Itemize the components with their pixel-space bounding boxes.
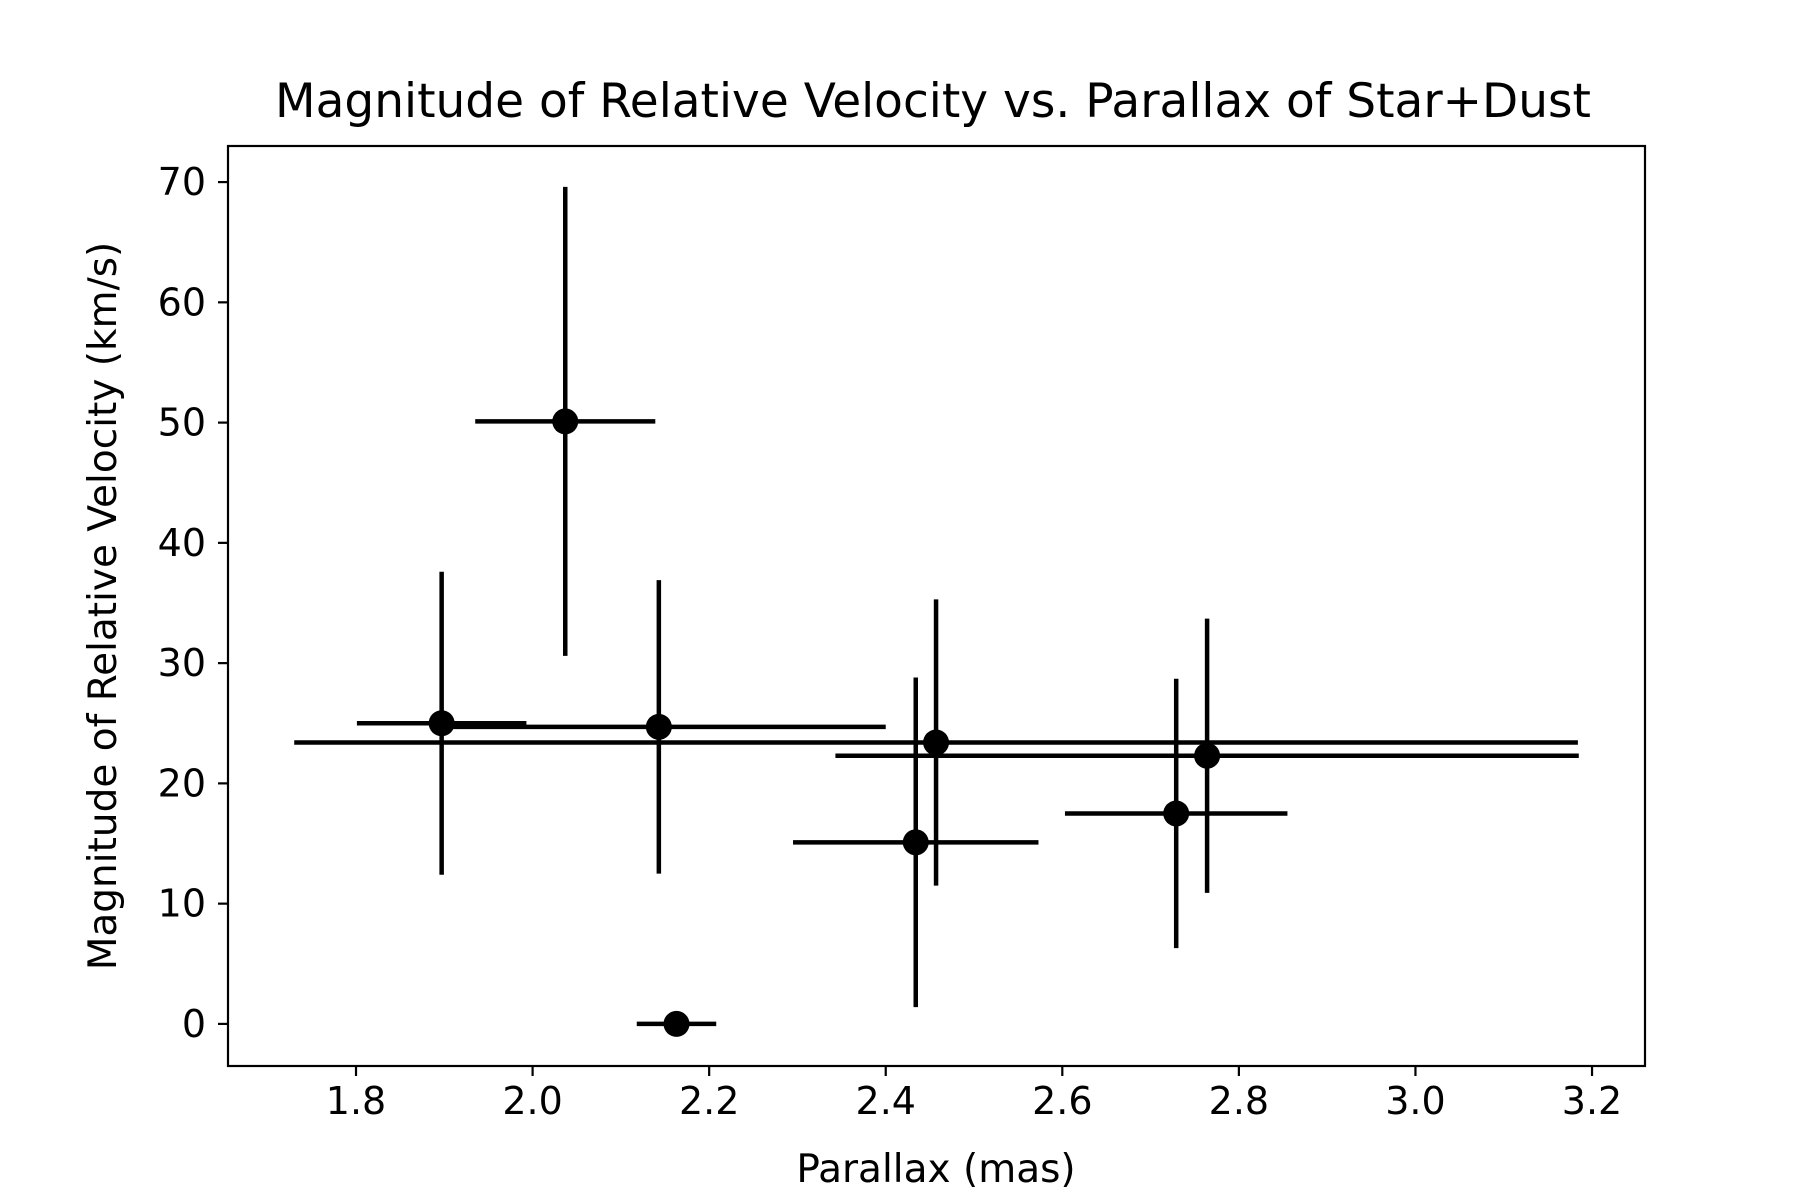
- y-tick-label: 0: [182, 1002, 206, 1046]
- x-tick-label: 2.6: [1032, 1079, 1092, 1123]
- error-bars: [294, 186, 1579, 1027]
- y-tick-label: 60: [158, 280, 206, 324]
- x-axis-ticks: 1.8 2.0 2.2 2.4 2.6 2.8 3.0 3.2: [326, 1066, 1622, 1123]
- x-axis-label: Parallax (mas): [796, 1147, 1075, 1192]
- x-tick-label: 1.8: [326, 1079, 386, 1123]
- y-tick-label: 70: [158, 160, 206, 204]
- y-axis-ticks: 0 10 20 30 40 50 60 70: [158, 160, 228, 1046]
- data-point: [923, 729, 950, 756]
- data-points: [428, 408, 1221, 1037]
- y-tick-label: 40: [158, 521, 206, 565]
- x-tick-label: 2.8: [1209, 1079, 1269, 1123]
- x-tick-label: 3.0: [1385, 1079, 1445, 1123]
- x-tick-label: 2.0: [502, 1079, 562, 1123]
- data-point: [428, 710, 455, 737]
- y-tick-label: 20: [158, 761, 206, 805]
- plot-frame: [226, 144, 1647, 1068]
- x-tick-label: 2.4: [856, 1079, 916, 1123]
- y-tick-label: 10: [158, 882, 206, 926]
- data-point: [663, 1010, 690, 1037]
- y-tick-label: 30: [158, 641, 206, 685]
- chart-title: Magnitude of Relative Velocity vs. Paral…: [275, 74, 1591, 129]
- y-axis-label: Magnitude of Relative Velocity (km/s): [81, 242, 126, 971]
- x-tick-label: 2.2: [679, 1079, 739, 1123]
- y-tick-label: 50: [158, 401, 206, 445]
- data-point: [1194, 742, 1221, 769]
- data-point: [1163, 800, 1190, 827]
- data-point: [552, 408, 579, 435]
- data-point: [902, 829, 929, 856]
- data-point: [645, 713, 672, 740]
- x-tick-label: 3.2: [1562, 1079, 1622, 1123]
